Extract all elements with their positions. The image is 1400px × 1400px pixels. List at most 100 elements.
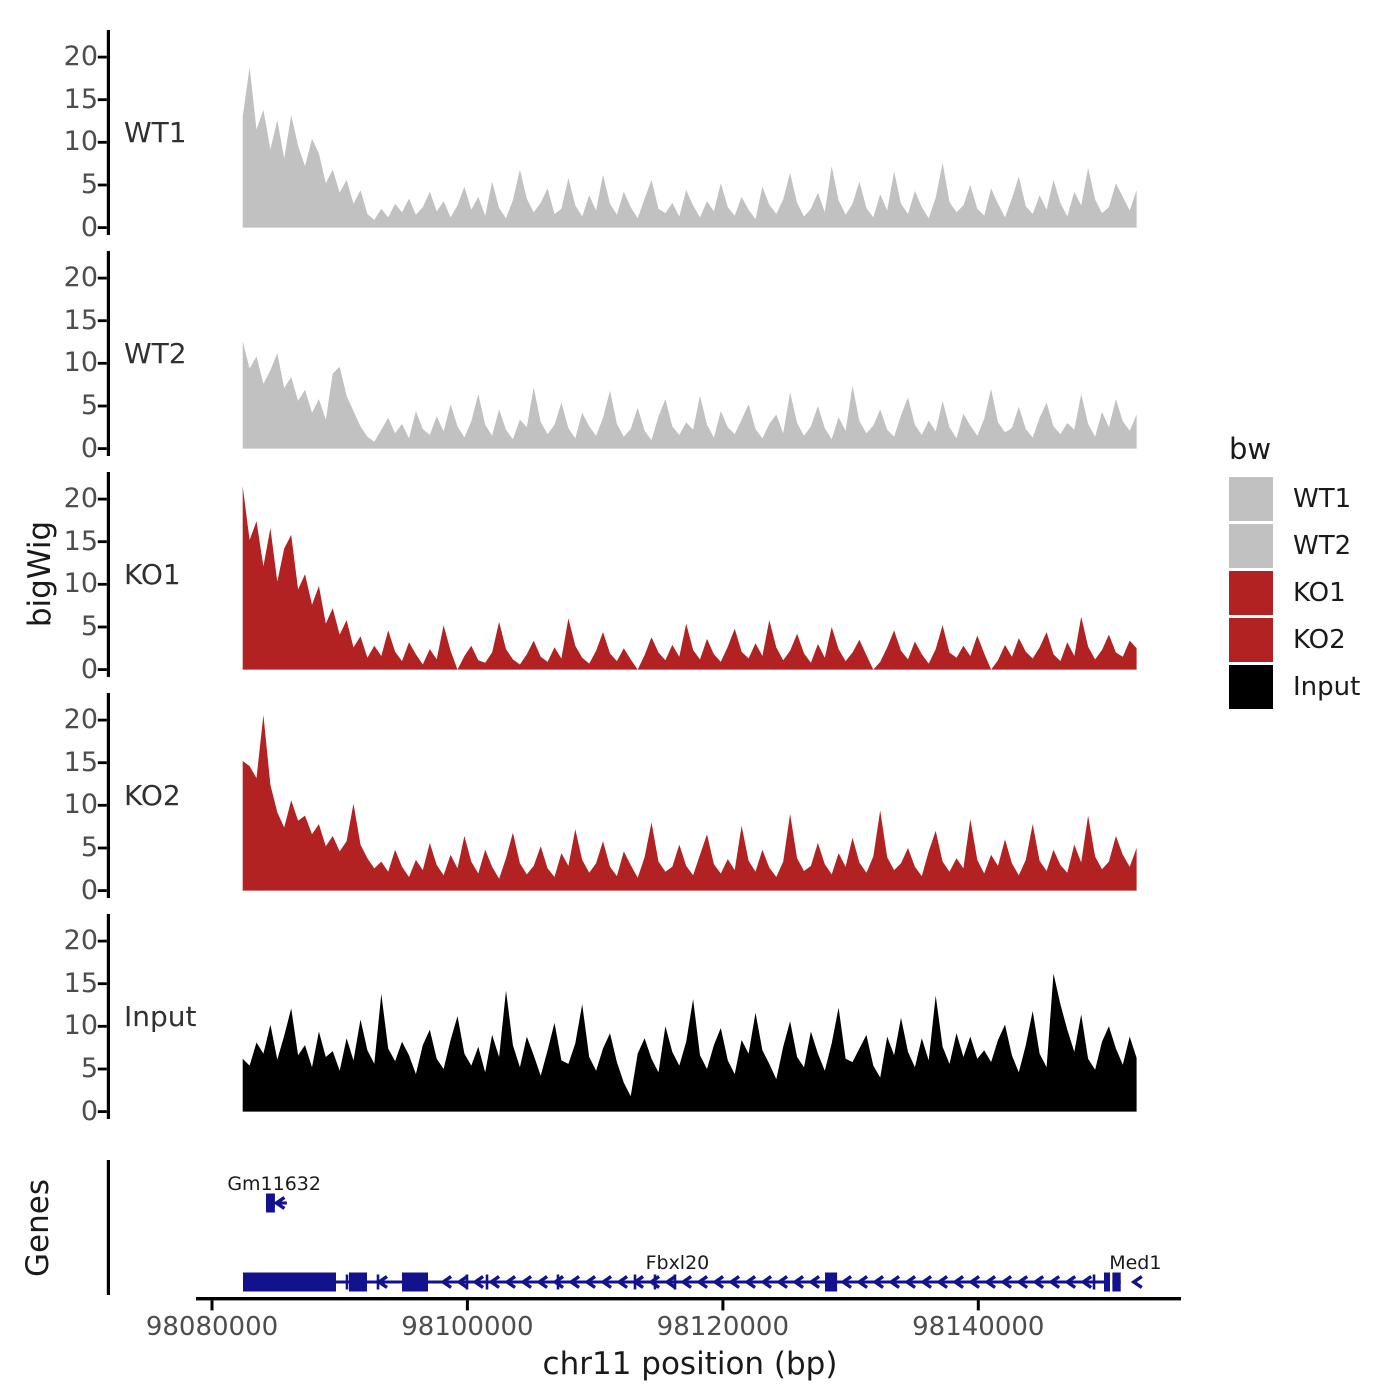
legend-label-ko1: KO1: [1293, 578, 1346, 608]
strand-arrow-icon: [456, 1275, 469, 1289]
y-tick-label: 5: [80, 168, 98, 200]
strand-arrow-icon: [536, 1275, 549, 1289]
legend-title: bw: [1229, 432, 1272, 466]
y-tick-label: 20: [63, 925, 98, 957]
y-tick-label: 0: [80, 211, 98, 243]
y-tick-label: 15: [63, 967, 98, 999]
y-tick-label: 10: [63, 347, 98, 379]
y-tick-label: 10: [63, 126, 98, 158]
track-area-ko2: [242, 715, 1137, 891]
track-area-wt2: [242, 341, 1137, 449]
strand-arrow-icon: [792, 1275, 805, 1289]
y-tick-label: 15: [63, 746, 98, 778]
track-label-ko2: KO2: [124, 778, 181, 812]
y-tick-mark: [97, 404, 107, 408]
y-tick-label: 15: [63, 525, 98, 557]
strand-arrow-icon: [1016, 1275, 1029, 1289]
legend-swatch-wt1: [1229, 477, 1273, 521]
y-tick-label: 20: [63, 41, 98, 73]
x-tick-label: 98080000: [145, 1312, 279, 1342]
strand-arrow-icon: [840, 1275, 853, 1289]
legend-swatch-input: [1229, 665, 1273, 709]
legend-label-wt2: WT2: [1293, 531, 1352, 561]
gene-label-fbxl20: Fbxl20: [645, 1252, 710, 1274]
y-tick-label: 0: [80, 874, 98, 906]
y-tick-label: 0: [80, 432, 98, 464]
x-tick-mark: [721, 1300, 725, 1311]
gene-exon-tick-fbxl20: [465, 1274, 469, 1290]
strand-arrow-icon: [1048, 1275, 1061, 1289]
gene-exon-tick-fbxl20: [653, 1274, 657, 1290]
y-tick-label: 20: [63, 262, 98, 294]
y-tick-label: 20: [63, 704, 98, 736]
strand-arrow-icon: [712, 1275, 725, 1289]
gene-exon-tick-fbxl20: [673, 1274, 677, 1290]
x-axis-line: [196, 1297, 1181, 1301]
legend-entry-ko2: KO2: [1229, 618, 1360, 662]
y-axis-line-ko2: [106, 693, 110, 898]
strand-arrow-icon: [1032, 1275, 1045, 1289]
legend-label-wt1: WT1: [1293, 484, 1352, 514]
y-tick-label: 10: [63, 1010, 98, 1042]
y-tick-mark: [97, 540, 107, 544]
gene-label-med1: Med1: [1109, 1252, 1162, 1274]
y-tick-mark: [97, 846, 107, 850]
strand-arrow-icon: [472, 1275, 485, 1289]
y-tick-mark: [97, 183, 107, 187]
y-tick-mark: [97, 668, 107, 671]
gene-label-gm11632: Gm11632: [227, 1173, 321, 1195]
y-tick-mark: [97, 98, 107, 102]
y-tick-mark: [97, 55, 107, 59]
strand-arrow-icon: [568, 1275, 581, 1289]
y-tick-label: 15: [63, 304, 98, 336]
y-tick-mark: [97, 447, 107, 450]
gene-exon-med1: [1112, 1272, 1121, 1292]
strand-arrow-icon: [952, 1275, 965, 1289]
y-tick-label: 5: [80, 1052, 98, 1084]
strand-arrow-icon: [936, 1275, 949, 1289]
legend-entries: WT1 WT2 KO1 KO2 Input: [1229, 477, 1360, 709]
strand-arrow-icon: [984, 1275, 997, 1289]
y-tick-mark: [97, 319, 107, 323]
strand-arrow-icon: [273, 1196, 286, 1210]
legend-swatch-ko1: [1229, 571, 1273, 615]
legend-swatch-wt2: [1229, 524, 1273, 568]
y-tick-label: 15: [63, 83, 98, 115]
x-tick-mark: [976, 1300, 980, 1311]
y-tick-label: 10: [63, 568, 98, 600]
y-tick-mark: [97, 889, 107, 892]
y-tick-mark: [97, 803, 107, 807]
gene-exon-tick-fbxl20: [1092, 1274, 1096, 1290]
y-tick-mark: [97, 1024, 107, 1028]
strand-arrow-icon: [696, 1275, 709, 1289]
legend-entry-ko1: KO1: [1229, 571, 1360, 615]
gene-exon-fbxl20: [349, 1272, 367, 1292]
y-tick-label: 5: [80, 610, 98, 642]
x-tick-mark: [210, 1300, 214, 1311]
x-tick-label: 98100000: [401, 1312, 534, 1342]
y-tick-label: 5: [80, 389, 98, 421]
strand-arrow-icon: [856, 1275, 869, 1289]
y-tick-label: 0: [80, 1095, 98, 1127]
strand-arrow-icon: [888, 1275, 901, 1289]
y-tick-mark: [97, 1067, 107, 1071]
strand-arrow-icon: [904, 1275, 917, 1289]
genes-axis-line: [106, 1160, 110, 1295]
gene-line-fbxl20: [243, 1280, 1110, 1284]
track-area-ko1: [242, 486, 1137, 670]
y-tick-mark: [97, 361, 107, 365]
legend-swatch-ko2: [1229, 618, 1273, 662]
legend-label-input: Input: [1293, 672, 1361, 702]
strand-arrow-icon: [744, 1275, 757, 1289]
gene-exon-fbxl20: [1104, 1272, 1110, 1292]
gene-exon-fbxl20: [243, 1272, 336, 1292]
strand-arrow-icon: [375, 1275, 388, 1289]
track-label-wt2: WT2: [124, 336, 187, 370]
legend-label-ko2: KO2: [1293, 625, 1346, 655]
strand-arrow-icon: [584, 1275, 597, 1289]
strand-arrow-icon: [664, 1275, 677, 1289]
strand-arrow-icon: [920, 1275, 933, 1289]
strand-arrow-icon: [440, 1275, 453, 1289]
strand-arrow-icon: [968, 1275, 981, 1289]
